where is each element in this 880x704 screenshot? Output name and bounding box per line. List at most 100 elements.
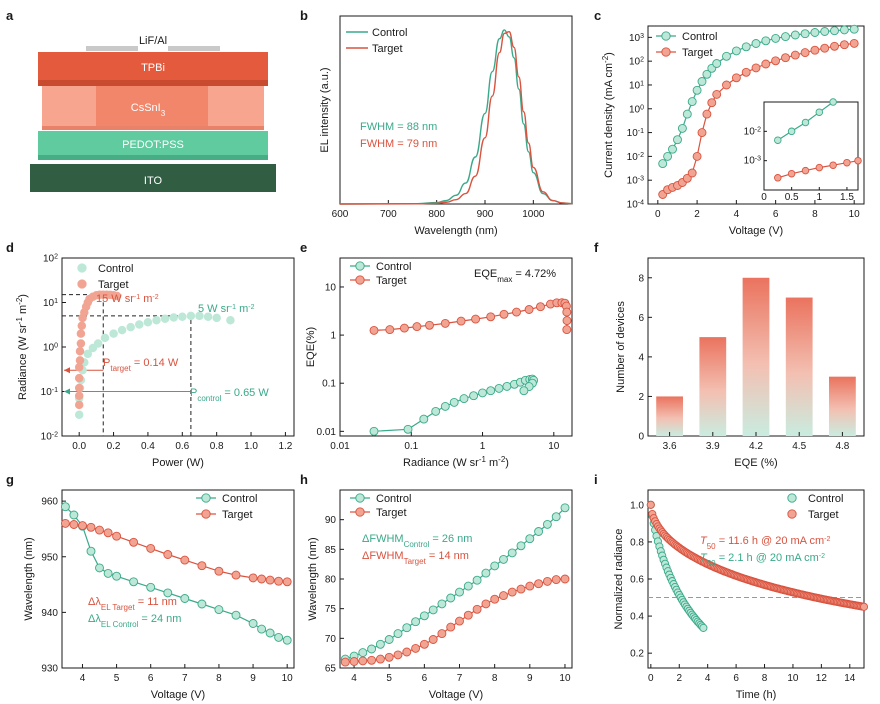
inset-x-tick-label: 1 (817, 192, 823, 203)
lif-al-electrode-left (86, 46, 138, 51)
data-point-control (481, 568, 491, 578)
x-tick-label: 4.8 (835, 441, 849, 452)
legend-control-label: Control (222, 493, 257, 505)
x-tick-label: 10 (849, 209, 861, 220)
layer-cssni3-grain (96, 86, 208, 126)
data-point-target (112, 291, 122, 301)
x-axis-label-part: Power (W) (152, 457, 204, 469)
data-point-control (449, 397, 459, 407)
bar-3.9 (699, 337, 727, 436)
data-point-target (75, 347, 85, 356)
x-tick-label: 2 (676, 673, 682, 684)
data-point-control (402, 623, 412, 633)
y-axis-label-part: Radiance (W sr (17, 324, 29, 400)
data-point-control (469, 391, 479, 401)
x-axis-label-part: -1 (479, 455, 487, 464)
inset-data-point-control (801, 118, 810, 127)
data-point-target (369, 325, 379, 335)
annotation-t50-target-t: T (700, 535, 708, 547)
y-tick-label-base: 10 (41, 432, 53, 443)
annotation-dfwhm-control-sub: Control (404, 540, 430, 549)
y-tick-label: 930 (41, 664, 58, 675)
data-point-control (411, 617, 421, 627)
panel-label-g: g (6, 472, 14, 487)
annotation-dfwhm-control-sym: ΔFWHM (362, 533, 404, 545)
layer-pedot-pss (38, 131, 268, 155)
data-point-control (741, 42, 751, 52)
data-point-target (163, 550, 173, 559)
data-point-control (178, 312, 187, 321)
x-tick-label: 900 (477, 209, 494, 220)
y-axis-label: Radiance (W sr-1 m-2) (15, 294, 30, 400)
x-tick-label: 5 (386, 673, 392, 684)
annotation-dlambda-target-sym: Δλ (88, 596, 101, 608)
data-point-target (358, 656, 368, 666)
arrowhead-pcontrol (64, 388, 70, 395)
data-point-control (126, 322, 135, 332)
annotation-eqe-max-val: = 4.72% (512, 268, 556, 280)
x-axis-label-part: Wavelength (nm) (414, 225, 497, 237)
annotation-t50-control-sup: -2 (819, 553, 825, 560)
annotation-pcontrol-sub: control (197, 394, 221, 403)
data-point-target (562, 307, 572, 317)
x-tick-label: 1000 (522, 209, 545, 220)
data-point-control (771, 33, 781, 43)
annotation-dfwhm-target-sym: ΔFWHM (362, 550, 404, 562)
annotation-5w-text: 5 W sr (198, 303, 230, 315)
y-tick-label-exp: 2 (54, 253, 58, 260)
data-point-target (74, 400, 84, 410)
data-point-control (731, 46, 741, 56)
annotation-dlambda-target: ΔλEL Target = 11 nm (88, 596, 177, 612)
inset-data-point-target (843, 158, 851, 167)
fwhm-control-annotation: FWHM = 88 nm (360, 121, 437, 133)
data-point-control (428, 605, 438, 615)
data-point-control (499, 554, 508, 564)
y-axis-label-part: EQE(%) (305, 327, 317, 367)
data-point-control (143, 317, 153, 327)
data-point-target (78, 521, 87, 531)
data-point-target (180, 555, 190, 565)
data-point-control (463, 581, 473, 591)
y-axis-label: Wavelength (nm) (23, 537, 35, 620)
panel-h: h 4 5 6 7 8 9 10 65 70 75 80 85 90 Control Target Volta… (300, 472, 573, 701)
x-tick-label: 8 (492, 673, 498, 684)
x-tick-label: 12 (816, 673, 828, 684)
data-point-target (76, 339, 86, 348)
inset-plot: 0 0.5 1 1.510-310-2 (744, 98, 862, 203)
annotation-dlambda-control-val: = 24 nm (138, 613, 181, 625)
data-point-control (358, 648, 368, 658)
annotation-15w: 15 W sr-1 m-2 (96, 293, 159, 305)
bar-4.2 (742, 277, 770, 436)
data-point-target (761, 59, 771, 69)
layer-pedot-edge (38, 155, 268, 160)
data-point-target (74, 391, 84, 401)
annotation-t50-control-val: = 2.1 h @ 20 mA cm (716, 552, 819, 564)
legend-control-label: Control (98, 263, 133, 275)
x-axis-label-part: Voltage (V) (729, 225, 783, 237)
x-tick-label: 6 (733, 673, 739, 684)
inset-data-point-control (787, 127, 796, 136)
data-point-target (428, 635, 438, 644)
y-axis-label-part: ) (17, 294, 29, 298)
panel-e: e 0.01 0.1 1 10 0.01 0.1 1 10 Control Target Radia… (300, 240, 573, 469)
data-point-control (699, 623, 708, 632)
data-point-control (212, 313, 221, 323)
x-tick-label: 1.2 (278, 441, 292, 452)
data-point-target (820, 43, 830, 53)
annotation-ptarget: Ptarget = 0.14 W (103, 357, 179, 373)
x-tick-label: 3.9 (706, 441, 720, 452)
data-point-target (486, 312, 496, 322)
x-tick-label: 2 (694, 209, 700, 220)
layer-cssni3-edge (42, 126, 264, 130)
data-point-target (790, 50, 800, 60)
legend-control-marker (787, 493, 797, 503)
data-point-control (419, 611, 429, 621)
data-point-target (375, 654, 385, 664)
annotation-5w: 5 W sr-1 m-2 (198, 303, 255, 315)
data-point-target (560, 574, 570, 584)
panel-i: i 0 2 4 6 8 10 12 14 0.2 0.4 0.6 0.8 1.0 Control Targe… (594, 472, 869, 701)
bar-3.6 (656, 396, 683, 436)
data-point-control (663, 151, 673, 161)
